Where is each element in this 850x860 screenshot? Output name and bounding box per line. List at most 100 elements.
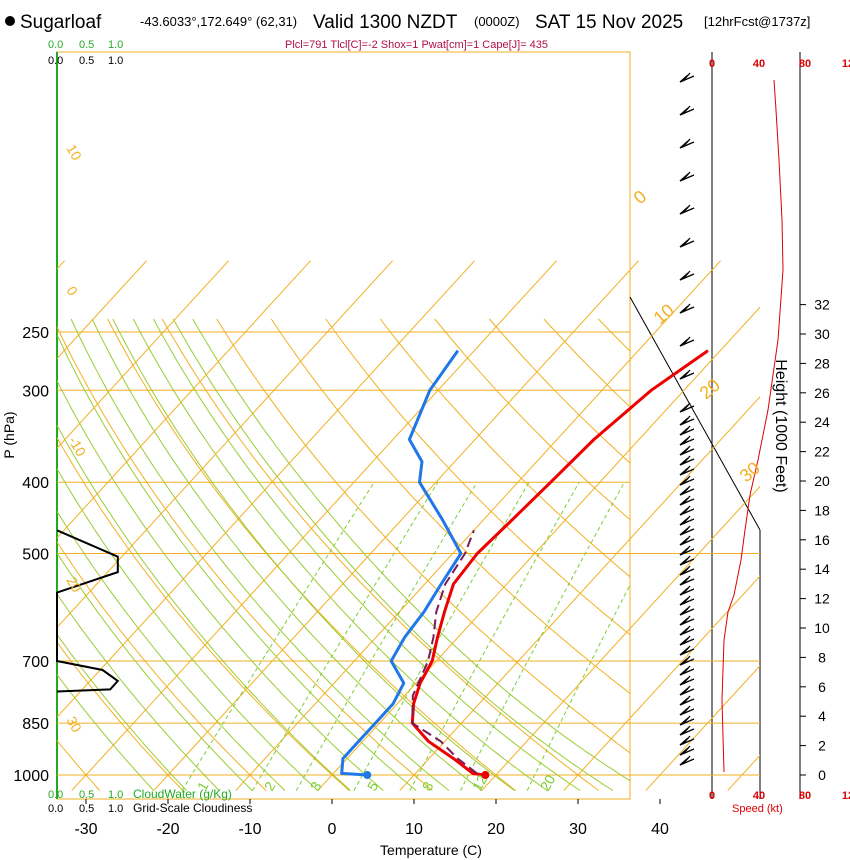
speed-tick-top: 40 — [753, 58, 765, 70]
moist-adiabat-line — [57, 379, 384, 791]
dry-adiabat-line — [107, 318, 516, 791]
dry-adiabat-label: 30 — [63, 714, 85, 736]
moist-adiabat-line — [70, 318, 450, 791]
adiabat-lines — [0, 318, 630, 792]
isotherm-line — [481, 485, 760, 791]
height-tick-label: 2 — [818, 738, 826, 754]
cloudiness-profile — [56, 529, 120, 693]
height-tick-label: 8 — [818, 649, 826, 665]
height-tick-label: 4 — [818, 708, 826, 724]
dry-adiabat-line — [57, 541, 267, 791]
height-tick-label: 28 — [814, 355, 830, 371]
wind-barb — [679, 605, 695, 616]
wind-barb — [679, 635, 695, 646]
mixing-ratio-label: 8 — [419, 779, 437, 794]
height-tick-label: 0 — [818, 767, 826, 783]
temperature-tick-label: -10 — [238, 821, 261, 838]
cloudiness-line — [56, 529, 120, 693]
mixing-ratio-line — [460, 481, 625, 791]
wind-barb — [679, 715, 695, 726]
wind-barb — [679, 675, 695, 686]
diagonal-frame-line — [629, 296, 761, 531]
mixing-ratio-lines — [181, 481, 630, 791]
wind-barb — [679, 465, 695, 476]
wind-barb — [679, 445, 695, 456]
isotherm-line — [399, 396, 760, 791]
temperature-tick-label: -20 — [156, 821, 179, 838]
speed-tick-bottom: 0 — [709, 790, 715, 802]
mixing-ratio-line — [526, 583, 630, 791]
moist-adiabat-line — [57, 673, 155, 791]
isotherm-line — [645, 664, 760, 791]
speed-tick-bottom: 80 — [799, 790, 811, 802]
mixing-ratio-label: 12 — [469, 772, 491, 794]
sounding-curves — [340, 349, 709, 779]
wind-barb — [679, 475, 695, 486]
dry-adiabat-label: -10 — [65, 434, 89, 460]
moist-adiabat-line — [57, 467, 319, 791]
cloud-water-label: CloudWater (g/Kg) — [133, 787, 232, 801]
station-name: Sugarloaf — [20, 12, 102, 33]
moist-adiabat-line — [57, 333, 417, 791]
utc-time: (0000Z) — [474, 14, 520, 29]
moist-adiabat-label: 20 — [696, 375, 724, 403]
speed-tick-top: 12 — [842, 58, 850, 70]
dry-adiabat-label: 20 — [63, 574, 85, 596]
moist-adiabat-line — [91, 318, 483, 791]
isotherm-line — [57, 260, 475, 718]
temperature-tick-label: 40 — [651, 821, 669, 838]
wind-barb — [679, 615, 695, 626]
parcel-params: Plcl=791 Tlcl[C]=-2 Shox=1 Pwat[cm]=1 Ca… — [285, 39, 548, 51]
moist-adiabat-line — [112, 318, 515, 791]
pressure-tick-label: 500 — [22, 546, 49, 563]
wind-barb — [679, 171, 695, 182]
wind-barb — [679, 555, 695, 566]
pressure-tick-label: 1000 — [13, 768, 49, 785]
dry-adiabat-label: 0 — [63, 284, 81, 299]
height-tick-label: 30 — [814, 326, 830, 342]
temperature-tick-label: 0 — [328, 821, 337, 838]
height-tick-label: 6 — [818, 679, 826, 695]
moist-adiabat-label: 0 — [630, 186, 651, 208]
wind-barb — [679, 645, 695, 656]
plot-frame — [56, 51, 631, 800]
wind-barb — [679, 455, 695, 466]
height-tick-label: 18 — [814, 502, 830, 518]
pressure-axis-title: P (hPa) — [1, 411, 17, 458]
wind-barb — [679, 105, 695, 116]
isotherm-line — [57, 260, 147, 360]
isotherm-line — [563, 575, 760, 791]
dry-adiabat-label: 10 — [63, 142, 85, 164]
dry-adiabat-line — [57, 641, 184, 791]
surface-temperature-point — [481, 771, 490, 779]
wind-barb — [679, 415, 695, 426]
wind-barb — [679, 138, 695, 149]
moist-adiabat-label: 30 — [736, 458, 764, 486]
wind-barb — [679, 435, 695, 446]
mixing-ratio-label: 2 — [261, 779, 279, 794]
wind-barb — [679, 402, 695, 413]
moist-adiabat-label: 10 — [650, 300, 678, 328]
cloud-scale-top-black-0: 0.0 — [48, 55, 63, 67]
dry-adiabat-line — [379, 318, 630, 578]
height-tick-label: 22 — [814, 444, 830, 460]
station-coords: -43.6033°,172.649° (62,31) — [140, 14, 297, 29]
temperature-curve — [410, 349, 709, 777]
wind-barb — [679, 755, 695, 766]
moist-adiabat-line — [153, 318, 581, 792]
dry-adiabat-line — [598, 318, 630, 352]
mixing-ratio-label: 3 — [307, 779, 325, 794]
cloud-scale-top-black-2: 1.0 — [108, 55, 123, 67]
wind-barb — [679, 535, 695, 546]
wind-barb — [679, 525, 695, 536]
valid-time: Valid 1300 NZDT — [313, 12, 458, 33]
pressure-tick-label: 300 — [22, 383, 49, 400]
temperature-tick-label: -30 — [74, 821, 97, 838]
cloud-scale-top-green-1: 0.5 — [79, 39, 94, 51]
isotherm-line — [57, 260, 311, 539]
dry-adiabat-line — [0, 319, 17, 791]
wind-barb — [679, 735, 695, 746]
wind-barb — [679, 625, 695, 636]
cloud-scale-top-green-0: 0.0 — [48, 39, 63, 51]
speed-tick-bottom: 40 — [753, 790, 765, 802]
